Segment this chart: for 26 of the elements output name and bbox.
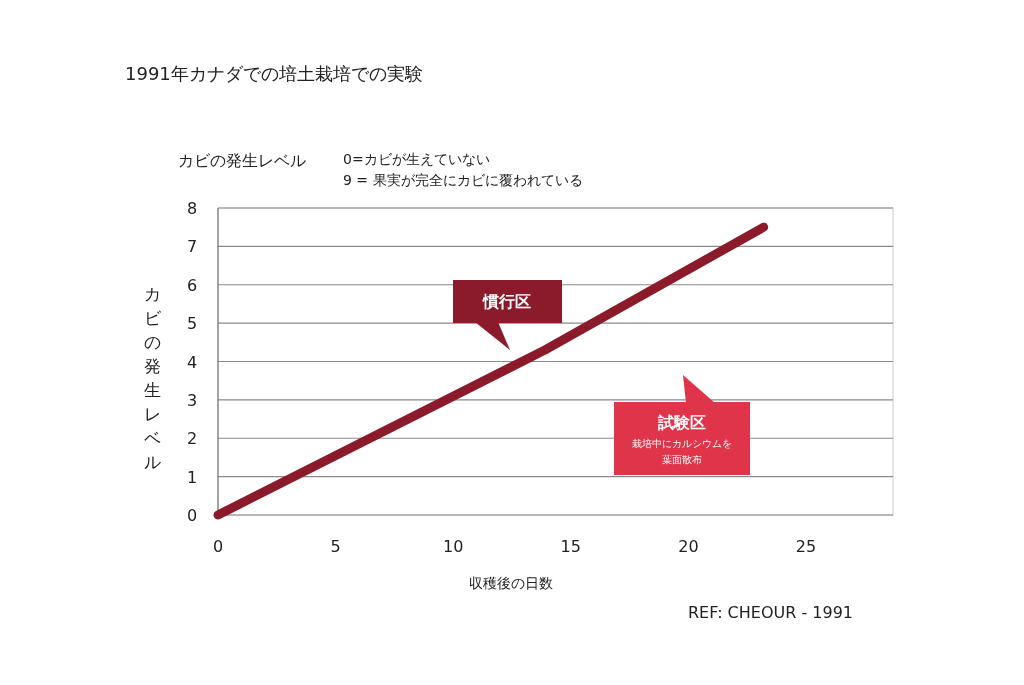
x-axis-title: 収穫後の日数 [468, 575, 553, 591]
x-tick-label: 25 [795, 537, 817, 556]
y-tick-label: 7 [186, 237, 198, 257]
annotation: 慣行区 [482, 292, 531, 311]
y-axis-title: カビの発生レベル [178, 151, 306, 170]
x-tick-label: 10 [443, 537, 464, 556]
y-tick-label: 1 [186, 467, 198, 487]
y-tick-label: 4 [186, 352, 198, 372]
x-tick-label: 20 [678, 537, 699, 556]
y-tick-label: 2 [186, 429, 198, 449]
annotation: 試験区 [657, 413, 706, 432]
chart-title: 1991年カナダでの培土栽培での実験 [125, 63, 423, 84]
text: カビの発生レベル [143, 284, 162, 472]
text: 9 = 果実が完全にカビに覆われている [343, 172, 583, 188]
x-tick-label: 0 [212, 537, 224, 556]
annotation: 葉面散布 [662, 454, 702, 465]
y-tick-label: 0 [186, 506, 198, 525]
y-tick-label: 6 [186, 275, 198, 295]
y-tick-label: 5 [186, 314, 198, 334]
x-tick-label: 5 [330, 537, 341, 556]
text: 0=カビが生えていない [343, 151, 490, 167]
y-tick-label: 8 [186, 199, 198, 218]
annotation: 栽培中にカルシウムを [632, 438, 732, 449]
text: REF: CHEOUR - 1991 [687, 603, 853, 622]
x-tick-label: 15 [560, 537, 581, 556]
y-tick-label: 3 [186, 390, 198, 410]
